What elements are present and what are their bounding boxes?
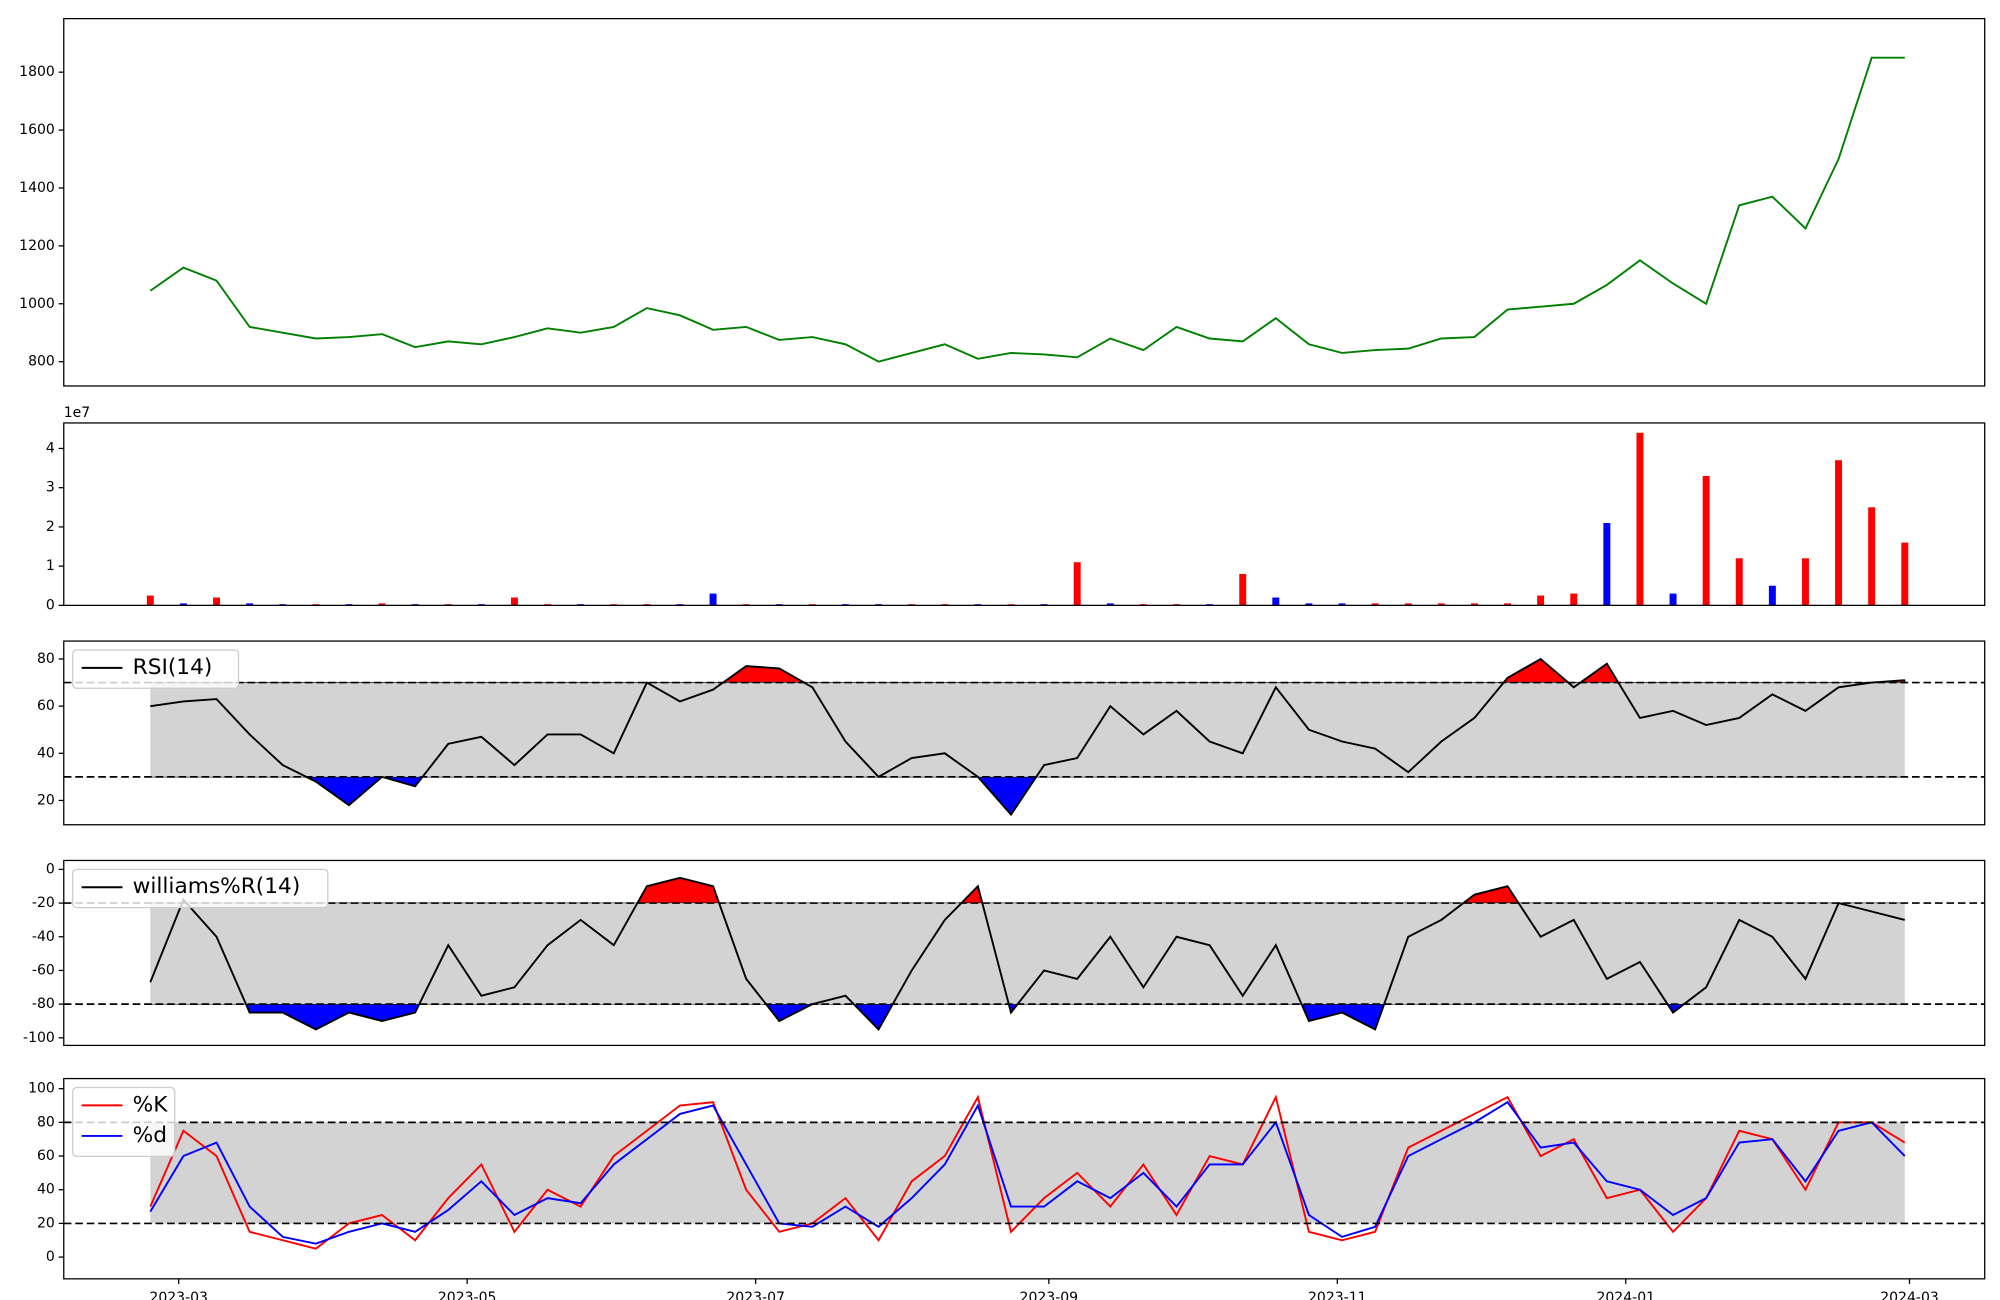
- legend-box: [72, 868, 329, 909]
- volume-bar: [1371, 603, 1379, 606]
- panel-frame: [63, 859, 1986, 1047]
- legend: williams%R(14): [72, 868, 329, 909]
- y-tick-label: 20: [37, 1215, 55, 1231]
- y-tick-label: -80: [32, 996, 55, 1012]
- series-line: [149, 876, 1906, 1031]
- legend: RSI(14): [72, 649, 240, 689]
- band-fill: [150, 1122, 1905, 1224]
- volume-bar: [1702, 475, 1710, 606]
- legend-box: [72, 649, 240, 689]
- volume-bar: [510, 597, 518, 606]
- volume-bar: [1073, 562, 1081, 606]
- volume-bar: [1404, 603, 1412, 606]
- panel: 0 20 40 60 80 100 2023-03 2023-05 2023-07 2023-09…: [28, 1077, 1986, 1300]
- volume-bar: [1338, 603, 1346, 606]
- legend-label: RSI(14): [133, 655, 213, 680]
- x-tick-label: 2023-11: [1308, 1290, 1367, 1300]
- series-line: [149, 1100, 1906, 1245]
- y-tick-label: 80: [37, 651, 55, 667]
- panel: 0 -20 -40 -60 -80 -100 williams%R(14): [23, 859, 1986, 1047]
- y-tick-label: 1400: [19, 180, 55, 196]
- y-tick-label: 1800: [19, 64, 55, 80]
- y-tick-label: 0: [46, 1249, 55, 1265]
- y-tick-label: 1600: [19, 122, 55, 138]
- volume-bar: [1537, 595, 1545, 606]
- legend: %K %d: [72, 1086, 176, 1158]
- panel-frame: [63, 17, 1986, 387]
- offset-label: 1e7: [64, 405, 90, 421]
- y-tick-label: 60: [37, 698, 55, 714]
- volume-bar: [1239, 573, 1247, 606]
- volume-bar: [1901, 542, 1909, 606]
- x-tick-label: 2024-03: [1880, 1290, 1939, 1300]
- volume-bar: [1768, 585, 1776, 606]
- series-line: [149, 56, 1905, 363]
- volume-bar: [1470, 603, 1478, 606]
- series-line: [150, 657, 1905, 817]
- volume-bar: [213, 597, 220, 606]
- x-tick-label: 2023-03: [149, 1290, 208, 1300]
- y-tick-label: 1000: [19, 296, 55, 312]
- volume-bar: [1504, 603, 1512, 606]
- y-tick-label: -40: [32, 929, 55, 945]
- y-tick-label: -100: [23, 1030, 55, 1046]
- panel-frame: [63, 640, 1986, 826]
- volume-bar: [1603, 522, 1611, 606]
- volume-bar: [1801, 558, 1809, 606]
- band-fill: [150, 903, 1905, 1005]
- volume-bar: [1305, 603, 1313, 606]
- y-tick-label: 60: [37, 1148, 55, 1164]
- x-tick-label: 2023-05: [438, 1290, 497, 1300]
- y-tick-label: 0: [46, 861, 55, 877]
- y-tick-label: 4: [46, 440, 55, 456]
- volume-bar: [1669, 593, 1677, 606]
- y-tick-label: 2: [46, 519, 55, 535]
- series-line: [149, 1094, 1906, 1250]
- volume-bar: [1735, 558, 1743, 606]
- volume-bar: [1868, 507, 1876, 606]
- x-tick-label: 2023-07: [726, 1290, 785, 1300]
- volume-bar: [1106, 603, 1114, 606]
- y-tick-label: -60: [32, 962, 55, 978]
- y-tick-label: 40: [37, 745, 55, 761]
- x-tick-label: 2023-09: [1020, 1290, 1079, 1300]
- volume-bar: [1570, 593, 1578, 606]
- legend-label: %K: [133, 1092, 169, 1117]
- volume-bar: [378, 603, 386, 606]
- volume-bar: [146, 595, 154, 606]
- volume-bar: [246, 603, 254, 606]
- oversold-fill: [149, 1004, 1906, 1031]
- y-tick-label: 80: [37, 1114, 55, 1130]
- y-tick-label: 0: [46, 597, 55, 613]
- y-tick-label: -20: [32, 895, 55, 911]
- oversold-fill: [149, 776, 1906, 816]
- y-tick-label: 40: [37, 1182, 55, 1198]
- y-tick-label: 1: [46, 558, 55, 574]
- y-tick-label: 20: [37, 792, 55, 808]
- volume-bar: [1437, 603, 1445, 606]
- panel-frame: [63, 422, 1986, 606]
- panel: 20 40 60 80 RSI(14): [37, 640, 1986, 826]
- band-fill: [150, 682, 1905, 777]
- volume-bar: [1636, 432, 1644, 606]
- volume-bar: [709, 593, 717, 606]
- volume-bar: [1835, 460, 1843, 606]
- panel: 0 1 2 3 4 1e7: [46, 405, 1986, 613]
- y-tick-label: 3: [46, 480, 55, 496]
- legend-label: williams%R(14): [133, 874, 301, 899]
- panel-frame: [63, 1077, 1986, 1280]
- volume-bar: [179, 603, 187, 606]
- y-tick-label: 100: [28, 1081, 55, 1097]
- y-tick-label: 800: [28, 354, 55, 370]
- legend-label: %d: [133, 1123, 167, 1148]
- y-tick-label: 1200: [19, 238, 55, 254]
- volume-bar: [1272, 597, 1280, 606]
- x-tick-label: 2024-01: [1596, 1290, 1655, 1300]
- panel: 800 1000 1200 1400 1600 1800: [19, 17, 1986, 387]
